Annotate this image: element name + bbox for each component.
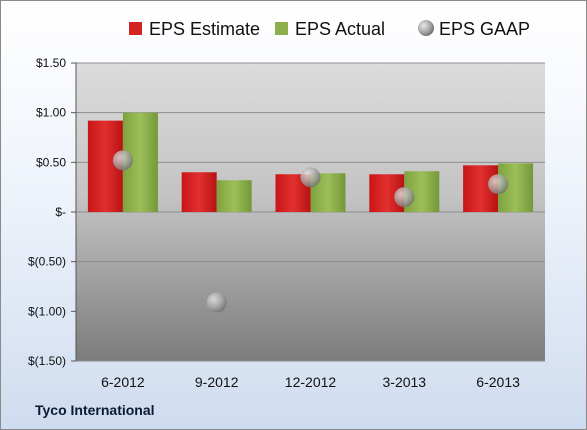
- y-tick-label: $0.50: [36, 155, 66, 169]
- legend-swatch-eps-estimate: [129, 22, 142, 35]
- y-tick-label: $(1.00): [28, 304, 66, 318]
- marker-eps-gaap: [206, 292, 227, 313]
- legend-swatch-eps-actual: [275, 22, 288, 35]
- marker-eps-gaap: [300, 167, 321, 188]
- legend: EPS Estimate EPS Actual EPS GAAP: [129, 19, 530, 39]
- legend-label-eps-actual: EPS Actual: [295, 19, 385, 39]
- bar-eps-actual: [216, 180, 252, 212]
- marker-eps-gaap: [488, 174, 509, 195]
- marker-eps-gaap: [112, 150, 133, 171]
- marker-eps-gaap: [394, 187, 415, 208]
- company-name: Tyco International: [35, 402, 155, 418]
- y-tick-label: $1.00: [36, 106, 66, 120]
- x-tick-label: 9-2012: [195, 374, 239, 390]
- y-tick-label: $(1.50): [28, 354, 66, 368]
- x-tick-label: 3-2013: [383, 374, 427, 390]
- y-tick-label: $(0.50): [28, 255, 66, 269]
- y-tick-label: $-: [55, 205, 66, 219]
- x-tick-label: 12-2012: [285, 374, 337, 390]
- bar-eps-estimate: [181, 172, 217, 212]
- axes: $1.50 $1.00 $0.50 $- $(0.50) $(1.00) $(1.50) 6-…: [28, 56, 520, 390]
- legend-label-eps-gaap: EPS GAAP: [439, 19, 530, 39]
- legend-swatch-eps-gaap: [418, 20, 434, 36]
- gaap-markers: [112, 150, 509, 313]
- y-tick-label: $1.50: [36, 56, 66, 70]
- legend-label-eps-estimate: EPS Estimate: [149, 19, 260, 39]
- x-tick-label: 6-2012: [101, 374, 145, 390]
- x-tick-label: 6-2013: [476, 374, 520, 390]
